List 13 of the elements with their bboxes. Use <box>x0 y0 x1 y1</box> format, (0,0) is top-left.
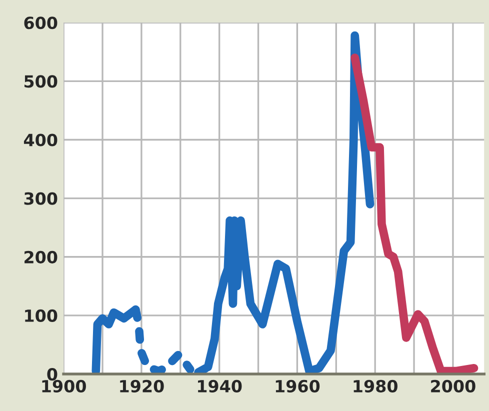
x-tick-label: 1900 <box>42 380 86 392</box>
y-tick-label: 0 <box>47 368 58 381</box>
x-tick-label: 1940 <box>198 380 242 392</box>
x-tick-label: 2000 <box>431 380 476 392</box>
y-tick-label: 300 <box>24 192 58 205</box>
x-tick-label: 1980 <box>354 380 398 392</box>
x-tick-label: 1960 <box>276 380 320 392</box>
y-tick-label: 600 <box>24 16 58 30</box>
x-tick-label: 1920 <box>120 380 164 392</box>
y-tick-label: 100 <box>25 309 58 322</box>
y-tick-label: 400 <box>24 134 58 146</box>
y-tick-label: 200 <box>24 250 58 264</box>
y-tick-label: 500 <box>24 75 58 88</box>
